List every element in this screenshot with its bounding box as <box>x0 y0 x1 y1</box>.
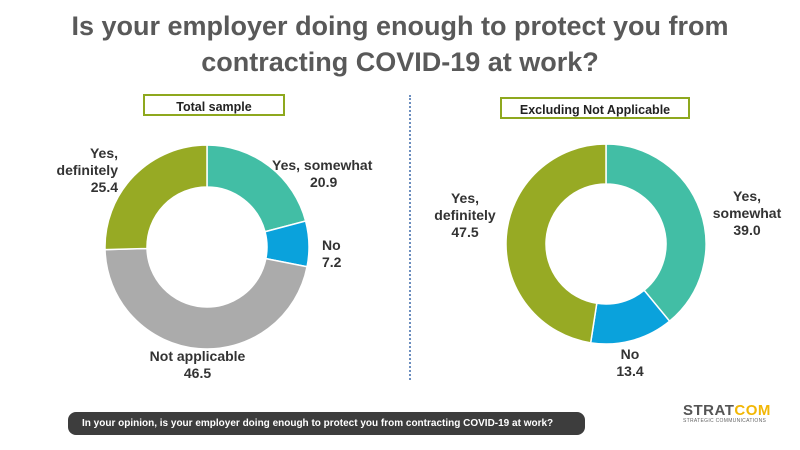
survey-question-bar: In your opinion, is your employer doing … <box>68 412 585 435</box>
slice-label-not-applicable: Not applicable 46.5 <box>149 348 246 381</box>
donut-slice-yes-definitely <box>505 143 607 344</box>
panel-label-excluding-not-applicable: Excluding Not Applicable <box>500 97 690 119</box>
donut-slice-yes-definitely <box>104 144 208 251</box>
slice-label-yes-somewhat: Yes, somewhat 20.9 <box>272 157 373 190</box>
slice-label-yes-definitely-excl: Yes, definitely 47.5 <box>434 190 496 240</box>
donut-slice-not-applicable <box>104 247 308 350</box>
slice-label-no-excl: No 13.4 <box>616 346 644 379</box>
donut-chart-total-sample <box>104 144 310 350</box>
slice-label-yes-definitely: Yes, definitely 25.4 <box>56 145 118 195</box>
stratcom-logo: STRATCOM STRATEGIC COMMUNICATIONS <box>683 402 771 424</box>
panel-label-total-sample: Total sample <box>143 94 285 116</box>
chart-title: Is your employer doing enough to protect… <box>71 11 729 77</box>
slice-label-no: No 7.2 <box>322 237 342 270</box>
donut-chart-excluding-not-applicable <box>505 143 707 345</box>
donut-slice-yes-somewhat <box>605 143 707 323</box>
slice-label-yes-somewhat-excl: Yes, somewhat 39.0 <box>712 188 782 238</box>
panel-divider <box>409 95 411 380</box>
